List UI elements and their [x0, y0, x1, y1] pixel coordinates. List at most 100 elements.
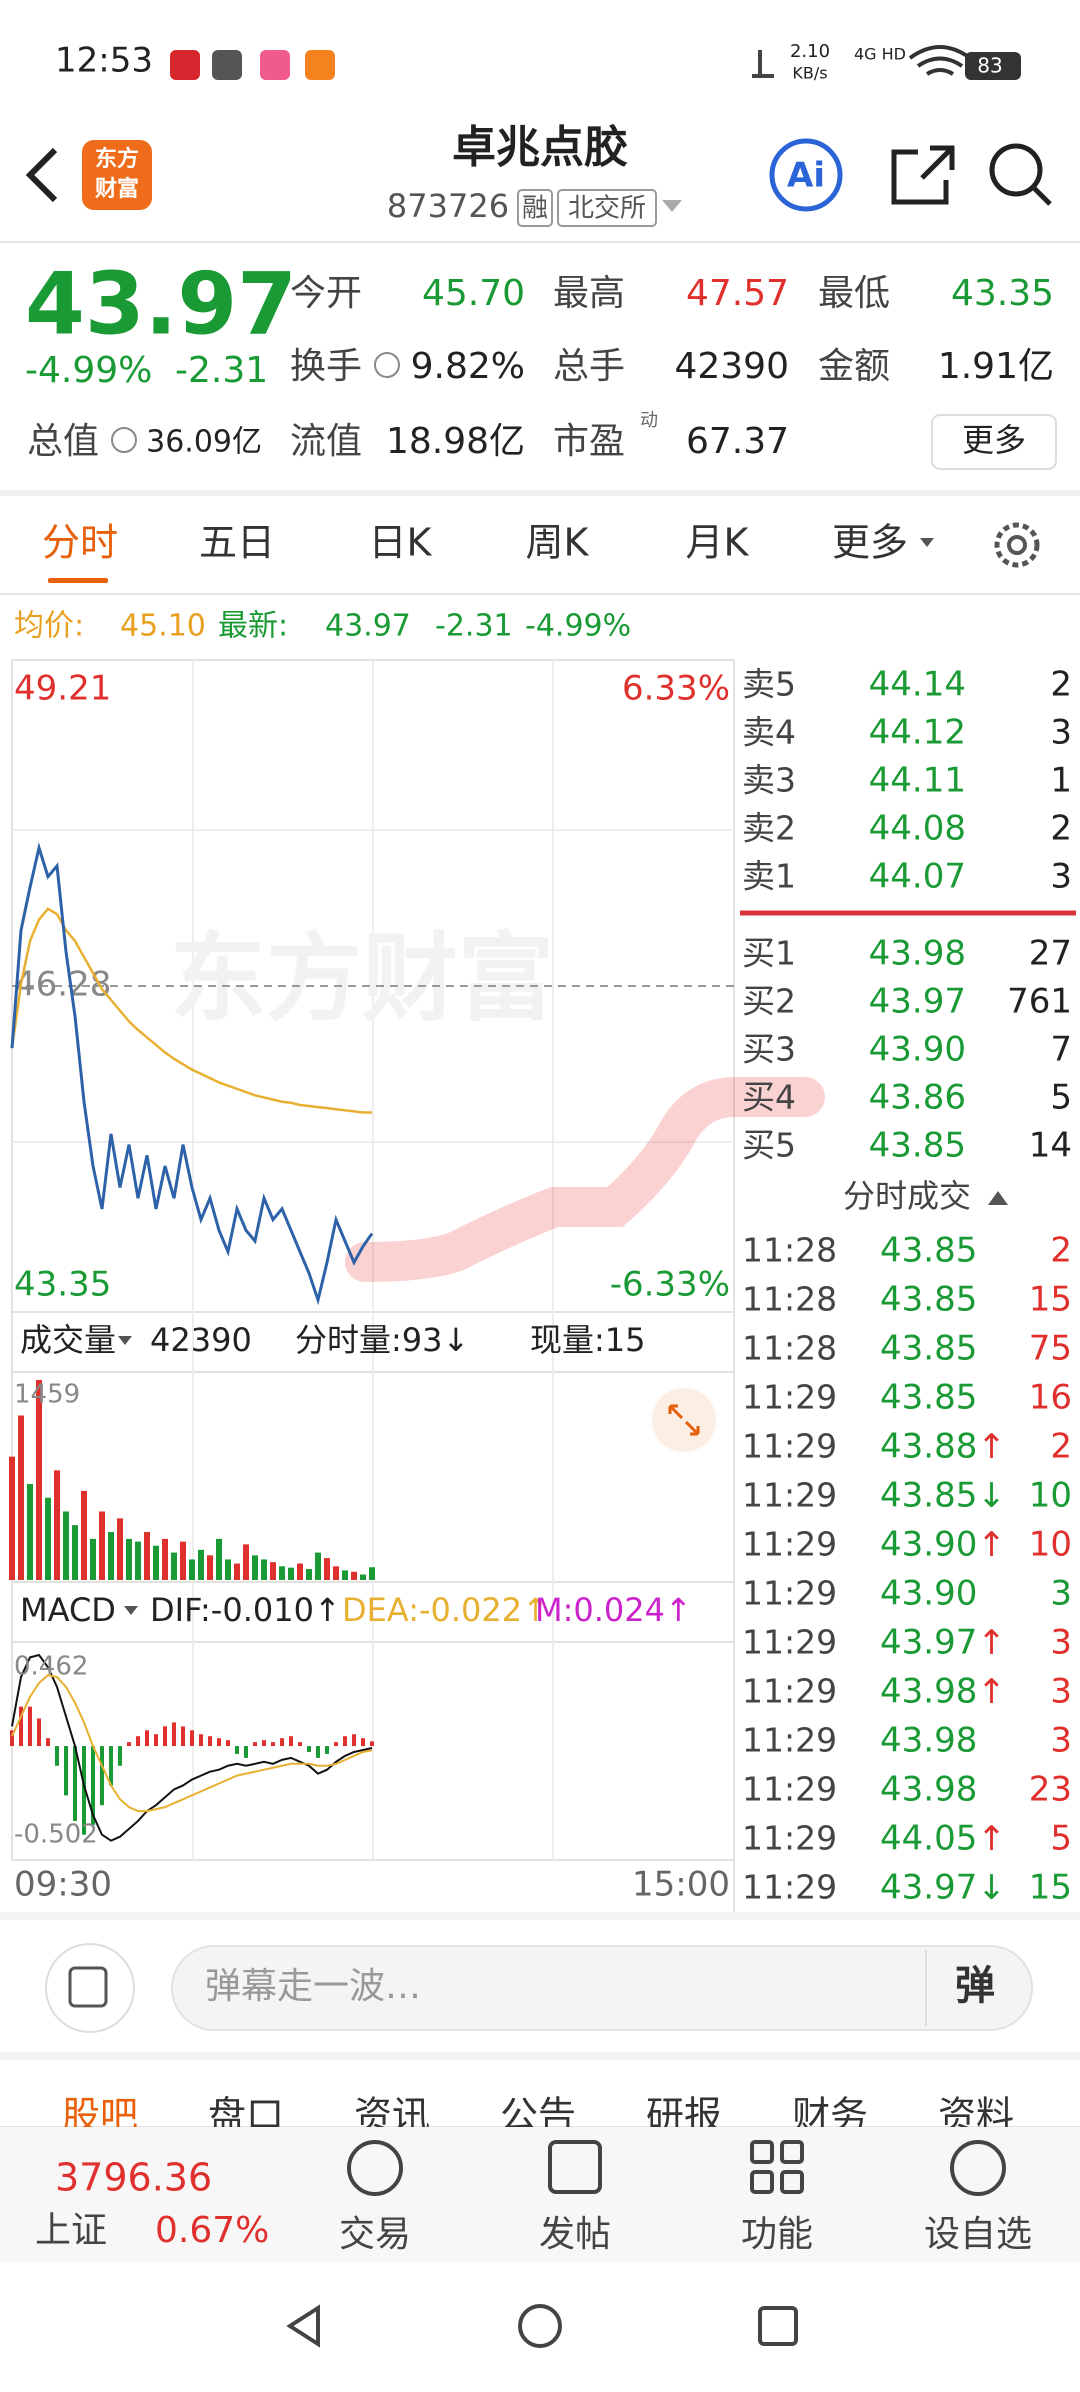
function-icon[interactable]	[750, 2140, 804, 2194]
danmaku-settings[interactable]	[68, 1966, 108, 2008]
net-unit: KB/s	[792, 64, 827, 83]
tab[interactable]: 周K	[526, 521, 590, 565]
tab[interactable]: 分时	[42, 521, 118, 565]
quote-value: 43.35	[951, 273, 1054, 314]
trade-volume: 15	[1029, 1868, 1072, 1908]
dropdown-icon[interactable]	[920, 538, 934, 547]
footer-item[interactable]: 交易	[339, 2214, 411, 2255]
trade-price: 43.98↑	[880, 1672, 1006, 1712]
search-button[interactable]	[1031, 185, 1052, 206]
macd-bar	[370, 1741, 374, 1747]
trade-time: 11:28	[742, 1280, 837, 1319]
comment-placeholder[interactable]: 弹幕走一波…	[205, 1966, 421, 2007]
book-volume: 14	[1029, 1126, 1072, 1166]
macd-bar	[172, 1722, 176, 1747]
volume-bar	[144, 1532, 150, 1580]
tab[interactable]: 五日	[199, 521, 275, 565]
macd-bar	[118, 1746, 122, 1766]
danmaku-button[interactable]: 弹	[955, 1963, 995, 2009]
trade-arrow: ↑	[977, 1427, 1006, 1467]
dropdown-icon[interactable]	[118, 1336, 132, 1345]
tab[interactable]: 更多	[832, 521, 908, 565]
macd-bar	[208, 1736, 212, 1747]
app-icon	[170, 50, 200, 80]
back-button[interactable]	[25, 147, 58, 203]
index-name[interactable]: 上证	[35, 2210, 107, 2251]
last-price: 43.97	[25, 254, 297, 354]
quote-value: 36.09亿	[146, 425, 262, 460]
ai-button[interactable]	[769, 138, 843, 212]
volume-bar	[297, 1563, 303, 1580]
book-label: 买5	[742, 1126, 796, 1165]
post-icon[interactable]	[548, 2140, 602, 2194]
index-change[interactable]: 0.67%	[155, 2210, 269, 2251]
watchlist-icon[interactable]	[950, 2140, 1006, 2196]
volume-bar	[108, 1532, 114, 1580]
trade-volume: 75	[1029, 1329, 1072, 1369]
footer-item[interactable]: 设自选	[924, 2214, 1032, 2255]
quote-label: 总手	[553, 346, 625, 387]
comment-input[interactable]	[171, 1945, 1033, 2031]
index-value[interactable]: 3796.36	[55, 2156, 212, 2200]
mute-icon	[752, 50, 774, 78]
book-label: 买2	[742, 982, 796, 1021]
expand-button[interactable]	[652, 1388, 716, 1452]
quote-value: 9.82%	[411, 346, 525, 387]
expand-button[interactable]	[668, 1404, 700, 1436]
nav-home[interactable]	[518, 2304, 562, 2348]
tab[interactable]: 日K	[369, 521, 433, 565]
footer-bg	[0, 2127, 1080, 2262]
y-label: 46.28	[14, 965, 111, 1005]
footer-item[interactable]: 发帖	[539, 2214, 611, 2255]
macd-bar	[37, 1718, 41, 1747]
nav-back[interactable]	[286, 2304, 320, 2348]
stock-tag: 融	[522, 194, 548, 224]
settings-button[interactable]	[994, 522, 1040, 568]
trade-volume: 16	[1029, 1378, 1072, 1418]
danmaku-settings[interactable]	[45, 1943, 135, 2033]
macd-bar	[361, 1738, 365, 1747]
macd-label: MACD	[20, 1591, 116, 1629]
trade-time: 11:29	[742, 1868, 837, 1907]
settings-button[interactable]	[1007, 535, 1027, 555]
trade-volume: 3	[1050, 1672, 1072, 1712]
share-button[interactable]	[891, 145, 955, 205]
trade-price: 43.85	[880, 1329, 977, 1369]
trade-time: 11:29	[742, 1623, 837, 1662]
trade-price: 43.88↑	[880, 1427, 1006, 1467]
dea-line	[11, 1674, 373, 1813]
footer-item[interactable]: 功能	[741, 2214, 813, 2255]
book-price: 43.97	[869, 982, 966, 1022]
pct-label: 6.33%	[622, 669, 730, 709]
book-label: 卖5	[742, 665, 796, 704]
volume-bar	[198, 1549, 204, 1580]
volume-bar	[63, 1511, 69, 1580]
dropdown-icon[interactable]	[662, 200, 682, 212]
volume-bar	[333, 1566, 339, 1580]
legend-text: -2.31	[435, 609, 513, 644]
info-icon[interactable]	[374, 352, 400, 378]
divider	[0, 2052, 1080, 2060]
macd-bar	[307, 1746, 311, 1752]
search-button[interactable]	[989, 143, 1043, 197]
book-volume: 1	[1050, 761, 1072, 801]
info-icon[interactable]	[111, 427, 137, 453]
volume-bar	[342, 1570, 348, 1580]
trade-price: 43.97↑	[880, 1623, 1006, 1663]
more-button[interactable]	[931, 414, 1057, 470]
volume-bar	[54, 1470, 60, 1580]
quote-label: 金额	[818, 346, 890, 387]
quote-label: 换手	[290, 346, 362, 387]
trade-price: 43.98	[880, 1721, 977, 1761]
sort-icon[interactable]	[988, 1191, 1008, 1205]
book-price: 44.08	[869, 809, 966, 849]
volume-bar	[99, 1511, 105, 1580]
trade-icon[interactable]	[347, 2140, 403, 2196]
volume-bar	[45, 1497, 51, 1580]
tab[interactable]: 月K	[686, 521, 750, 565]
dropdown-icon[interactable]	[124, 1606, 138, 1615]
nav-recent[interactable]	[758, 2306, 798, 2346]
book-price: 44.11	[869, 761, 966, 801]
legend-text: 最新:	[218, 609, 288, 644]
macd-bar	[262, 1740, 266, 1747]
